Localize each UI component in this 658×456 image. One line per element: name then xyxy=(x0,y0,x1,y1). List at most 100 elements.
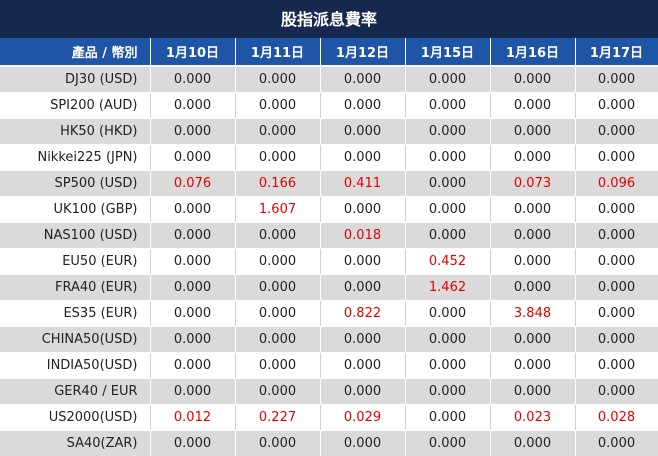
rate-cell: 0.000 xyxy=(320,118,406,145)
rate-cell: 0.000 xyxy=(490,196,576,223)
column-header: 1月11日 xyxy=(235,38,321,67)
rate-cell: 0.000 xyxy=(575,352,658,379)
rate-cell: 0.076 xyxy=(150,170,236,197)
rate-cell: 0.000 xyxy=(405,66,491,93)
rate-cell: 0.000 xyxy=(235,274,321,301)
product-cell: DJ30 (USD) xyxy=(0,66,151,93)
rate-cell: 0.073 xyxy=(490,170,576,197)
table-row: HK50 (HKD) 0.000 0.000 0.000 0.000 0.000 0.000 xyxy=(0,118,658,145)
product-cell: US2000(USD) xyxy=(0,404,151,431)
rate-cell: 0.000 xyxy=(235,378,321,405)
rate-cell: 0.000 xyxy=(405,430,491,456)
product-cell: NAS100 (USD) xyxy=(0,222,151,249)
product-cell: SA40(ZAR) xyxy=(0,430,151,456)
rate-cell: 0.000 xyxy=(320,248,406,275)
product-cell: ES35 (EUR) xyxy=(0,300,151,327)
rate-cell: 0.000 xyxy=(575,378,658,405)
rate-cell: 0.028 xyxy=(575,404,658,431)
table-row: SPI200 (AUD) 0.000 0.000 0.000 0.000 0.000 0.0… xyxy=(0,92,658,119)
rate-cell: 0.000 xyxy=(490,352,576,379)
table-row: GER40 / EUR 0.000 0.000 0.000 0.000 0.000 0.00… xyxy=(0,378,658,405)
rate-cell: 0.000 xyxy=(405,118,491,145)
rate-cell: 0.000 xyxy=(405,92,491,119)
rate-cell: 0.000 xyxy=(405,196,491,223)
rate-cell: 0.000 xyxy=(575,274,658,301)
rate-cell: 0.000 xyxy=(575,92,658,119)
rate-cell: 0.000 xyxy=(405,222,491,249)
product-cell: EU50 (EUR) xyxy=(0,248,151,275)
rate-cell: 0.000 xyxy=(235,144,321,171)
column-header: 1月17日 xyxy=(575,38,658,67)
table-row: DJ30 (USD) 0.000 0.000 0.000 0.000 0.000 0.000 xyxy=(0,66,658,93)
rate-cell: 0.000 xyxy=(150,326,236,353)
product-cell: HK50 (HKD) xyxy=(0,118,151,145)
rate-cell: 0.000 xyxy=(150,274,236,301)
rate-cell: 0.000 xyxy=(490,274,576,301)
rate-cell: 0.000 xyxy=(405,378,491,405)
rate-cell: 0.000 xyxy=(320,274,406,301)
product-cell: CHINA50(USD) xyxy=(0,326,151,353)
rate-table: 產品 / 幣別 1月10日 1月11日 1月12日 1月15日 1月16日 1月17日 DJ… xyxy=(0,38,658,456)
table-row: ES35 (EUR) 0.000 0.000 0.822 0.000 3.848 0.000 xyxy=(0,300,658,327)
rate-cell: 0.000 xyxy=(320,66,406,93)
rate-cell: 0.000 xyxy=(320,92,406,119)
table-row: SP500 (USD) 0.076 0.166 0.411 0.000 0.073 0.09… xyxy=(0,170,658,197)
product-cell: Nikkei225 (JPN) xyxy=(0,144,151,171)
header-row: 產品 / 幣別 1月10日 1月11日 1月12日 1月15日 1月16日 1月17日 xyxy=(0,38,658,67)
rate-cell: 0.000 xyxy=(575,66,658,93)
rate-cell: 1.462 xyxy=(405,274,491,301)
rate-cell: 0.000 xyxy=(320,196,406,223)
rate-cell: 0.000 xyxy=(320,144,406,171)
rate-cell: 0.000 xyxy=(235,118,321,145)
table-row: US2000(USD) 0.012 0.227 0.029 0.000 0.023 0.02… xyxy=(0,404,658,431)
table-row: EU50 (EUR) 0.000 0.000 0.000 0.452 0.000 0.000 xyxy=(0,248,658,275)
rate-cell: 0.000 xyxy=(405,300,491,327)
rate-cell: 0.000 xyxy=(490,66,576,93)
rate-cell: 0.096 xyxy=(575,170,658,197)
rate-cell: 0.000 xyxy=(150,222,236,249)
table-row: UK100 (GBP) 0.000 1.607 0.000 0.000 0.000 0.00… xyxy=(0,196,658,223)
rate-cell: 0.000 xyxy=(405,404,491,431)
table-title: 股指派息費率 xyxy=(0,0,658,38)
rate-cell: 0.000 xyxy=(405,352,491,379)
rate-cell: 0.000 xyxy=(490,144,576,171)
column-header: 1月12日 xyxy=(320,38,406,67)
rate-cell: 0.012 xyxy=(150,404,236,431)
rate-cell: 0.000 xyxy=(490,118,576,145)
rate-cell: 0.000 xyxy=(490,326,576,353)
rate-cell: 0.000 xyxy=(150,300,236,327)
rate-cell: 0.000 xyxy=(320,430,406,456)
table-row: CHINA50(USD) 0.000 0.000 0.000 0.000 0.000 0.0… xyxy=(0,326,658,353)
rate-cell: 0.452 xyxy=(405,248,491,275)
rate-cell: 0.000 xyxy=(320,378,406,405)
rate-cell: 0.000 xyxy=(575,326,658,353)
rate-cell: 0.000 xyxy=(235,430,321,456)
rate-cell: 0.000 xyxy=(235,352,321,379)
rate-cell: 0.000 xyxy=(320,326,406,353)
rate-cell: 0.029 xyxy=(320,404,406,431)
table-row: INDIA50(USD) 0.000 0.000 0.000 0.000 0.000 0.0… xyxy=(0,352,658,379)
rate-cell: 0.000 xyxy=(235,326,321,353)
rate-cell: 0.000 xyxy=(150,66,236,93)
table-row: NAS100 (USD) 0.000 0.000 0.018 0.000 0.000 0.0… xyxy=(0,222,658,249)
rate-cell: 0.000 xyxy=(575,118,658,145)
rate-cell: 0.000 xyxy=(150,430,236,456)
rate-cell: 0.000 xyxy=(490,92,576,119)
rate-cell: 0.227 xyxy=(235,404,321,431)
rate-cell: 0.000 xyxy=(150,92,236,119)
table-row: FRA40 (EUR) 0.000 0.000 0.000 1.462 0.000 0.00… xyxy=(0,274,658,301)
rate-cell: 3.848 xyxy=(490,300,576,327)
rate-cell: 0.023 xyxy=(490,404,576,431)
column-header: 產品 / 幣別 xyxy=(0,38,151,67)
rate-cell: 0.000 xyxy=(150,144,236,171)
rate-cell: 0.000 xyxy=(150,248,236,275)
product-cell: GER40 / EUR xyxy=(0,378,151,405)
product-cell: UK100 (GBP) xyxy=(0,196,151,223)
rate-cell: 0.000 xyxy=(150,352,236,379)
rate-cell: 0.000 xyxy=(575,248,658,275)
rate-cell: 0.018 xyxy=(320,222,406,249)
column-header: 1月15日 xyxy=(405,38,491,67)
rate-cell: 0.000 xyxy=(405,326,491,353)
rate-cell: 0.411 xyxy=(320,170,406,197)
